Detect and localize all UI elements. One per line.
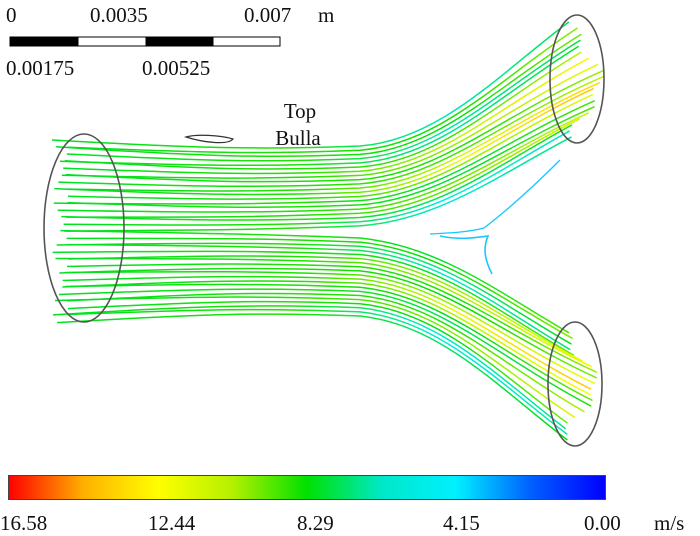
- streamline: [64, 51, 582, 170]
- streamline: [61, 63, 599, 179]
- scale-label-0.00175: 0.00175: [6, 56, 75, 80]
- streamline: [54, 87, 594, 196]
- annotation-bulla: Bulla: [275, 126, 321, 150]
- scale-segment-1: [9, 36, 79, 47]
- scale-segment-3: [145, 36, 214, 47]
- legend-label-8.29: 8.29: [297, 511, 334, 535]
- streamline: [55, 257, 593, 368]
- legend-label-12.44: 12.44: [148, 511, 196, 535]
- streamline: [52, 250, 575, 357]
- streamline: [67, 81, 601, 192]
- streamline: [65, 270, 596, 385]
- streamline: [62, 275, 592, 390]
- outlet-bottom-outline: [547, 321, 603, 447]
- streamline: [53, 99, 596, 205]
- streamline: [53, 305, 567, 430]
- streamline: [62, 280, 592, 396]
- outlet-top-outline: [549, 14, 605, 144]
- streamline: [58, 75, 605, 188]
- scale-label-0: 0: [6, 3, 17, 27]
- streamline: [55, 296, 576, 419]
- streamline: [63, 57, 590, 175]
- scale-segment-2: [77, 36, 147, 47]
- streamline: [63, 130, 571, 226]
- streamline: [57, 313, 568, 441]
- streamline: [67, 292, 585, 413]
- streamline: [67, 308, 568, 435]
- streamline: [66, 237, 573, 340]
- scale-bar: [9, 36, 281, 47]
- streamline: [67, 27, 578, 154]
- bulla-outline: [183, 134, 235, 144]
- streamline: [58, 288, 592, 407]
- scale-segment-4: [212, 36, 281, 47]
- legend-label-16.58: 16.58: [0, 511, 48, 535]
- streamline: [51, 21, 570, 149]
- junction-stream: [439, 235, 493, 275]
- velocity-colorbar: [8, 475, 606, 500]
- streamline: [56, 33, 582, 158]
- scale-label-0.0035: 0.0035: [90, 3, 148, 27]
- streamline: [67, 93, 593, 200]
- streamline: [67, 300, 568, 424]
- junction-stream-2: [429, 159, 561, 235]
- streamline: [65, 283, 593, 402]
- streamline: [57, 112, 590, 213]
- streamline: [66, 118, 581, 218]
- legend-label-4.15: 4.15: [443, 511, 480, 535]
- annotation-top: Top: [283, 99, 317, 123]
- streamline: [59, 45, 580, 167]
- inlet-outline: [43, 133, 125, 323]
- legend-label-0.00: 0.00: [584, 511, 621, 535]
- streamline: [65, 69, 604, 183]
- scale-label-0.00525: 0.00525: [142, 56, 211, 80]
- streamline: [66, 39, 581, 162]
- streamline: [67, 255, 583, 362]
- scale-unit: m: [318, 3, 335, 27]
- streamline: [67, 106, 595, 208]
- streamline: [61, 124, 573, 221]
- streamlines: [51, 21, 605, 441]
- streamline: [67, 263, 598, 373]
- legend-unit: m/s: [654, 511, 685, 535]
- streamline: [56, 242, 572, 345]
- streamline: [67, 243, 571, 351]
- streamline: [64, 136, 572, 232]
- scale-label-0.007: 0.007: [244, 3, 292, 27]
- streamline: [59, 267, 598, 379]
- streamline: [60, 229, 570, 334]
